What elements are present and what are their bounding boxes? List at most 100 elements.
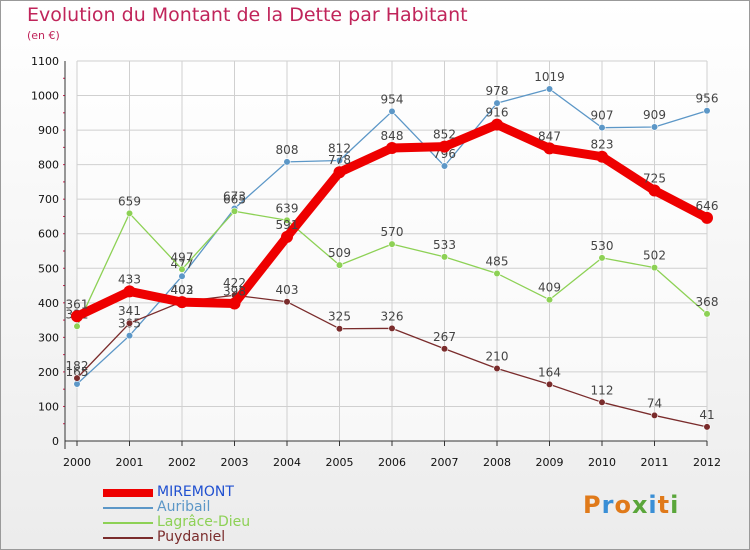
data-point bbox=[701, 211, 713, 224]
legend-swatch bbox=[103, 488, 153, 497]
data-label: 502 bbox=[643, 249, 666, 263]
y-tick-label: 800 bbox=[38, 159, 59, 172]
y-tick-label: 900 bbox=[38, 124, 59, 137]
data-point bbox=[598, 398, 606, 406]
data-label: 485 bbox=[486, 254, 509, 268]
data-label: 165 bbox=[66, 365, 89, 379]
logo-letter: x bbox=[631, 491, 649, 519]
data-label: 812 bbox=[328, 141, 351, 155]
data-label: 422 bbox=[223, 276, 246, 290]
data-point bbox=[493, 269, 501, 278]
data-label: 509 bbox=[328, 246, 351, 260]
data-point bbox=[176, 296, 188, 309]
data-label: 823 bbox=[591, 138, 614, 152]
data-label: 182 bbox=[66, 359, 89, 373]
legend-label: MIREMONT bbox=[157, 484, 234, 500]
data-label: 325 bbox=[328, 310, 351, 324]
data-point bbox=[125, 209, 134, 217]
x-tick-label: 2004 bbox=[273, 456, 301, 469]
data-label: 591 bbox=[276, 218, 299, 232]
legend-swatch bbox=[103, 521, 153, 524]
data-label: 847 bbox=[538, 129, 561, 143]
data-point bbox=[123, 285, 136, 298]
data-label: 403 bbox=[276, 283, 299, 297]
data-label: 907 bbox=[591, 109, 614, 123]
data-point bbox=[440, 345, 449, 353]
y-tick-label: 400 bbox=[38, 297, 59, 310]
data-label: 978 bbox=[486, 84, 509, 98]
logo-letter: t bbox=[657, 491, 671, 519]
data-point bbox=[335, 325, 344, 333]
data-label: 673 bbox=[223, 190, 246, 204]
legend-item: Auribail bbox=[103, 500, 250, 515]
data-point bbox=[438, 140, 451, 153]
data-point bbox=[703, 107, 711, 115]
data-point bbox=[703, 310, 711, 318]
data-point bbox=[703, 423, 711, 431]
data-point bbox=[73, 374, 81, 382]
proxiti-logo: Proxiti bbox=[583, 491, 679, 519]
data-point bbox=[650, 411, 659, 420]
data-point bbox=[598, 254, 606, 262]
data-point bbox=[388, 324, 396, 332]
x-tick-label: 2005 bbox=[326, 456, 354, 469]
x-tick-label: 2002 bbox=[168, 456, 196, 469]
data-label: 956 bbox=[696, 92, 719, 106]
data-point bbox=[386, 142, 398, 155]
x-tick-label: 2011 bbox=[641, 456, 669, 469]
data-point bbox=[650, 263, 659, 272]
data-point bbox=[543, 142, 556, 155]
data-label: 368 bbox=[696, 295, 719, 309]
x-tick-label: 2008 bbox=[483, 456, 511, 469]
data-label: 409 bbox=[538, 281, 561, 295]
x-tick-label: 2001 bbox=[116, 456, 144, 469]
data-label: 497 bbox=[171, 250, 194, 264]
data-label: 778 bbox=[328, 153, 351, 167]
legend-item: Puydaniel bbox=[103, 530, 250, 545]
data-point bbox=[388, 107, 396, 116]
legend-label: Puydaniel bbox=[157, 529, 226, 545]
data-label: 74 bbox=[647, 396, 662, 410]
x-tick-label: 2009 bbox=[536, 456, 564, 469]
data-label: 433 bbox=[118, 272, 141, 286]
data-point bbox=[493, 99, 501, 107]
logo-letter: P bbox=[583, 491, 602, 519]
legend-label: Lagrâce-Dieu bbox=[157, 514, 251, 530]
data-point bbox=[230, 207, 239, 215]
data-point bbox=[335, 261, 344, 269]
x-tick-label: 2010 bbox=[588, 456, 616, 469]
data-point bbox=[335, 156, 344, 165]
legend: MIREMONT Auribail Lagrâce-Dieu Puydaniel bbox=[103, 485, 250, 545]
data-label: 403 bbox=[171, 283, 194, 297]
logo-letter: o bbox=[614, 491, 632, 519]
data-label: 852 bbox=[433, 128, 456, 142]
y-tick-label: 200 bbox=[38, 366, 59, 379]
data-label: 326 bbox=[381, 309, 404, 323]
data-label: 909 bbox=[643, 108, 666, 122]
data-label: 477 bbox=[171, 257, 194, 271]
data-point bbox=[388, 240, 396, 248]
data-label: 41 bbox=[699, 408, 714, 422]
data-point bbox=[178, 265, 186, 273]
logo-letter: r bbox=[601, 491, 615, 519]
data-point bbox=[650, 123, 659, 131]
data-point bbox=[283, 216, 291, 224]
y-tick-label: 500 bbox=[38, 262, 59, 275]
x-tick-label: 2006 bbox=[378, 456, 406, 469]
data-label: 533 bbox=[433, 238, 456, 252]
data-point bbox=[125, 332, 134, 340]
data-point bbox=[493, 364, 501, 373]
y-tick-label: 1000 bbox=[31, 90, 59, 103]
data-point bbox=[596, 150, 608, 163]
data-point bbox=[545, 296, 554, 304]
y-tick-label: 0 bbox=[52, 435, 59, 448]
chart-subtitle: (en €) bbox=[27, 29, 60, 42]
data-point bbox=[73, 322, 81, 330]
data-point bbox=[283, 158, 291, 166]
y-tick-label: 300 bbox=[38, 331, 59, 344]
data-point bbox=[283, 298, 291, 306]
x-tick-label: 2003 bbox=[221, 456, 249, 469]
legend-item: MIREMONT bbox=[103, 485, 250, 500]
logo-letter: i bbox=[648, 491, 658, 519]
